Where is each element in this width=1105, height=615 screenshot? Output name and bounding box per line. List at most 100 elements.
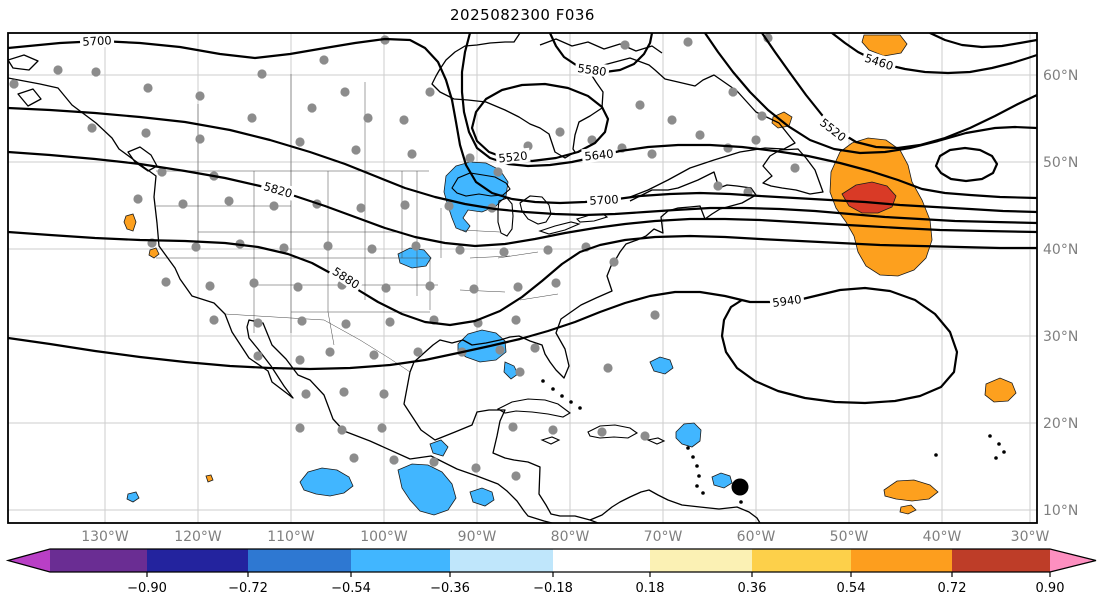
station-dot <box>530 343 540 353</box>
station-dot <box>425 281 435 291</box>
station-dot <box>157 167 167 177</box>
contour-label-bg <box>328 262 365 293</box>
negative-anomaly-region <box>126 491 140 503</box>
colorbar-cell <box>248 549 351 572</box>
station-dot <box>257 69 267 79</box>
negative-anomaly-region <box>469 487 495 507</box>
station-dot <box>349 453 359 463</box>
small-island-dot <box>578 406 582 410</box>
small-island-dot <box>691 455 695 459</box>
station-dot <box>399 115 409 125</box>
station-dot <box>695 130 705 140</box>
small-island-dot <box>701 491 705 495</box>
lat-tick-label: 30°N <box>1043 329 1078 345</box>
state-border <box>519 293 559 301</box>
chart-title: 2025082300 F036 <box>450 6 595 24</box>
contour-5700 <box>8 37 1037 214</box>
station-dot <box>295 355 305 365</box>
station-dot <box>319 55 329 65</box>
contour-5460 <box>830 33 1037 75</box>
small-island-dot <box>560 394 564 398</box>
small-island-dot <box>934 453 938 457</box>
station-dot <box>379 389 389 399</box>
grid-lines <box>8 33 1037 523</box>
negative-anomaly-region <box>443 161 509 233</box>
state-border <box>459 229 501 233</box>
positive-anomaly-region <box>883 479 939 502</box>
negative-anomaly-region <box>397 463 457 516</box>
contour-5880 <box>8 230 1037 327</box>
station-dot <box>723 143 733 153</box>
island-outline <box>540 436 561 445</box>
station-dot <box>411 241 421 251</box>
station-dot <box>683 37 693 47</box>
lake-outline <box>538 221 581 235</box>
station-dot <box>385 317 395 327</box>
positive-anomaly-region <box>205 474 214 483</box>
station-dot <box>53 65 63 75</box>
contour-label-bg <box>79 33 115 49</box>
contour-5760 <box>8 106 1037 225</box>
colorbar-cell <box>50 549 147 572</box>
station-dot <box>209 315 219 325</box>
coastline <box>409 171 757 379</box>
station-dot <box>363 113 373 123</box>
colorbar-cell <box>147 549 248 572</box>
station-dot <box>307 103 317 113</box>
station-dot <box>351 145 361 155</box>
station-dot <box>367 244 377 254</box>
colorbar: −0.90 −0.72 −0.54 −0.36 −0.18 0.18 0.36 0.54 0.7… <box>5 548 1097 596</box>
small-island-dot <box>997 442 1001 446</box>
station-dot <box>635 100 645 110</box>
contour-label-text: 5640 <box>584 147 615 164</box>
station-dot <box>293 282 303 292</box>
station-dot <box>508 422 518 432</box>
lon-tick-label: 110°W <box>267 529 315 545</box>
station-dot <box>389 455 399 465</box>
colorbar-cell <box>553 549 650 572</box>
contour-label-text: 5580 <box>577 61 608 79</box>
station-dot <box>471 463 481 473</box>
small-island-dot <box>1002 450 1006 454</box>
anomaly-core-region <box>841 181 897 214</box>
contour-label-text: 5820 <box>262 179 294 201</box>
positive-anomaly-region <box>899 504 917 515</box>
station-dot <box>713 181 723 191</box>
station-dot <box>249 278 259 288</box>
lat-tick-label: 60°N <box>1043 68 1078 84</box>
state-border <box>388 357 411 373</box>
station-dot <box>429 457 439 467</box>
station-dot <box>620 40 630 50</box>
basemap <box>8 33 1006 523</box>
negative-anomaly-region <box>503 361 519 380</box>
station-dot <box>339 387 349 397</box>
colorbar-tick-label: 0.90 <box>1036 581 1065 596</box>
contour-label-bg <box>586 191 622 208</box>
small-island-dot <box>551 387 555 391</box>
station-dot <box>297 316 307 326</box>
station-dot <box>133 194 143 204</box>
lon-tick-label: 80°W <box>551 529 590 545</box>
contour-label-text: 5700 <box>82 33 112 49</box>
colorbar-tick-label: −0.90 <box>127 581 167 596</box>
station-dot <box>141 128 151 138</box>
coastline <box>431 33 796 198</box>
station-dot <box>555 127 565 137</box>
lon-tick-label: 120°W <box>174 529 222 545</box>
island-outline <box>587 424 639 439</box>
colorbar-tick-label: 0.18 <box>636 581 665 596</box>
colorbar-cell <box>752 549 851 572</box>
colorbar-tick-label: −0.18 <box>533 581 573 596</box>
station-dot <box>9 79 19 89</box>
station-dot <box>195 134 205 144</box>
island-outline <box>496 398 571 418</box>
station-dot <box>455 245 465 255</box>
lon-tick-labels: 130°W 120°W 110°W 100°W 90°W 80°W 70°W 60°W 50°W… <box>81 529 1049 545</box>
colorbar-cell <box>851 549 952 572</box>
station-dot <box>469 284 479 294</box>
negative-anomaly-region <box>299 467 354 497</box>
lon-tick-label: 40°W <box>923 529 962 545</box>
state-border <box>497 251 539 259</box>
negative-anomaly-region <box>675 422 702 448</box>
